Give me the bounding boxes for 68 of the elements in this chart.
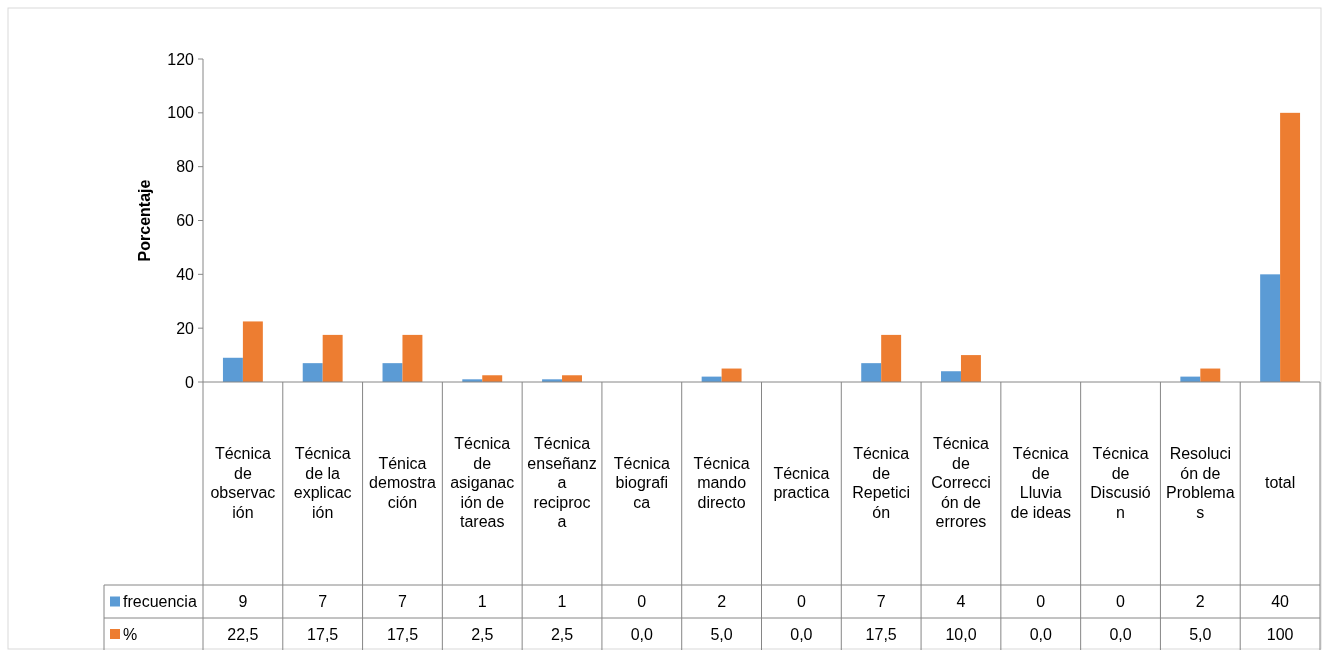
bar xyxy=(222,357,243,382)
y-tick-label: 0 xyxy=(185,373,195,391)
data-label: 100 xyxy=(1266,625,1294,643)
data-label: 5,0 xyxy=(710,625,733,643)
bar xyxy=(402,334,423,382)
bar xyxy=(721,368,742,382)
data-label: 0 xyxy=(1116,593,1126,611)
x-tick-label: Técnica de Corrección de errores xyxy=(931,435,991,531)
bar xyxy=(322,334,343,382)
x-tick-label: Técnica biografica xyxy=(613,454,670,511)
x-tick-label: Técnica de observación xyxy=(210,445,276,521)
x-tick-label: Técnica mando directo xyxy=(693,454,750,511)
legend-label: % xyxy=(123,625,138,643)
bar xyxy=(941,371,961,382)
data-label: 40 xyxy=(1271,593,1290,611)
x-tick-label: Técnica de Lluvia de ideas xyxy=(1010,445,1071,521)
data-label: 5,0 xyxy=(1189,625,1212,643)
data-label: 0 xyxy=(637,593,647,611)
bar xyxy=(482,375,503,382)
bar xyxy=(1260,274,1281,382)
bar xyxy=(302,363,323,382)
y-tick-label: 20 xyxy=(176,319,195,337)
data-label: 9 xyxy=(238,593,248,611)
data-label: 4 xyxy=(956,593,966,611)
y-tick-label: 80 xyxy=(176,158,195,176)
data-label: 7 xyxy=(318,593,328,611)
data-label: 22,5 xyxy=(227,625,259,643)
x-tick-label: Técnica enseñanza reciproca xyxy=(527,435,597,531)
x-tick-label: Técnica practica xyxy=(773,464,830,502)
data-label: 17,5 xyxy=(865,625,897,643)
bar xyxy=(562,375,582,382)
data-label: 1 xyxy=(477,593,487,611)
x-tick-label: total xyxy=(1264,474,1296,492)
bar xyxy=(881,334,902,382)
data-label: 17,5 xyxy=(307,625,339,643)
bar xyxy=(382,363,403,382)
bar xyxy=(242,321,263,382)
data-label: 0,0 xyxy=(630,625,654,643)
data-label: 0 xyxy=(1036,593,1046,611)
data-label: 2 xyxy=(1195,593,1205,611)
x-tick-label: Técnica de la explicación xyxy=(293,445,352,521)
x-tick-label: Técnica de asiganación de tareas xyxy=(450,435,515,531)
y-tick-label: 100 xyxy=(167,104,195,122)
data-label: 17,5 xyxy=(386,625,419,643)
data-label: 7 xyxy=(876,593,886,611)
x-tick-label: Resolución de Problemas xyxy=(1166,445,1235,521)
data-label: 2,5 xyxy=(471,625,494,643)
data-label: 0,0 xyxy=(790,625,813,643)
legend-label: frecuencia xyxy=(123,593,197,611)
data-label: 7 xyxy=(398,593,408,611)
y-tick-label: 40 xyxy=(176,265,195,283)
y-axis-title: Porcentaje xyxy=(136,179,153,262)
y-tick-label: 120 xyxy=(167,50,195,68)
data-label: 0 xyxy=(796,593,806,611)
data-label: 0,0 xyxy=(1029,625,1052,643)
data-label: 2 xyxy=(717,593,727,611)
data-label: 0,0 xyxy=(1109,625,1132,643)
x-tick-label: Técnica de Discusión xyxy=(1090,445,1151,521)
bar xyxy=(960,355,981,382)
bar xyxy=(1200,368,1221,382)
x-tick-label: Técnica de Repetición xyxy=(852,445,911,521)
data-label: 1 xyxy=(557,593,567,611)
data-label: 10,0 xyxy=(945,625,977,643)
bar xyxy=(861,363,882,382)
x-tick-label: Ténica demostración xyxy=(369,454,436,511)
y-tick-label: 60 xyxy=(176,212,195,230)
bar xyxy=(1280,112,1301,382)
data-label: 2,5 xyxy=(550,625,574,643)
